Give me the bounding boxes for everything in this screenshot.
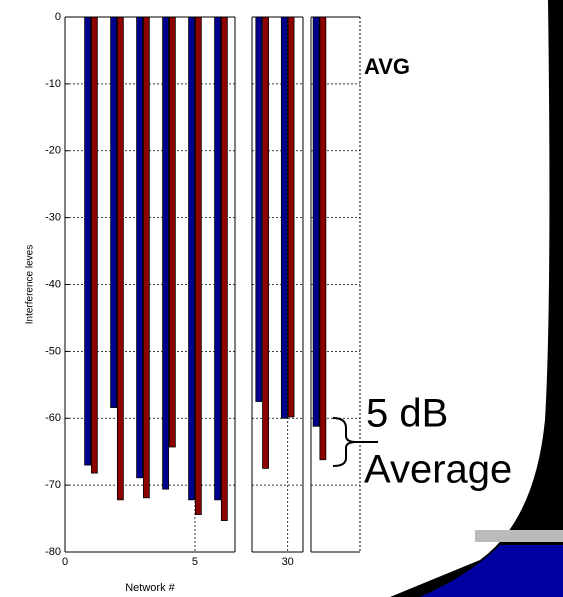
bar <box>188 16 195 501</box>
bar <box>142 16 150 499</box>
bar <box>312 16 320 427</box>
y-tick-label: -30 <box>45 212 61 224</box>
bar <box>255 16 263 402</box>
decoration <box>420 545 563 597</box>
y-tick-label: -40 <box>45 278 61 290</box>
bar <box>214 16 221 501</box>
y-tick-label: -20 <box>45 145 61 157</box>
bar <box>287 16 295 418</box>
bar <box>116 16 124 501</box>
brace <box>332 417 357 467</box>
x-tick-label: 30 <box>282 556 294 568</box>
bar <box>262 16 269 469</box>
y-tick-label: -10 <box>45 78 61 90</box>
bar <box>136 16 143 479</box>
bar <box>90 16 98 474</box>
x-tick-label: 5 <box>192 556 198 568</box>
y-tick-label: -50 <box>45 345 61 357</box>
annotation: Average <box>364 448 512 492</box>
bar <box>220 16 228 521</box>
y-tick-label: -70 <box>45 479 61 491</box>
bar <box>168 16 176 448</box>
x-axis-label: Network # <box>125 582 175 594</box>
category-label: AVG <box>364 54 410 79</box>
bar <box>194 16 202 515</box>
y-tick-label: -60 <box>45 412 61 424</box>
bar <box>319 16 327 461</box>
bar <box>110 16 117 408</box>
annotation: 5 dB <box>366 392 448 436</box>
y-axis-label: Interference leves <box>25 245 36 325</box>
y-tick-label: 0 <box>55 11 61 23</box>
decoration <box>475 530 563 542</box>
bar <box>162 16 169 490</box>
bar <box>280 16 288 419</box>
bar <box>84 16 92 466</box>
y-tick-label: -80 <box>45 546 61 558</box>
x-tick-label: 0 <box>62 556 68 568</box>
decoration <box>390 0 563 597</box>
